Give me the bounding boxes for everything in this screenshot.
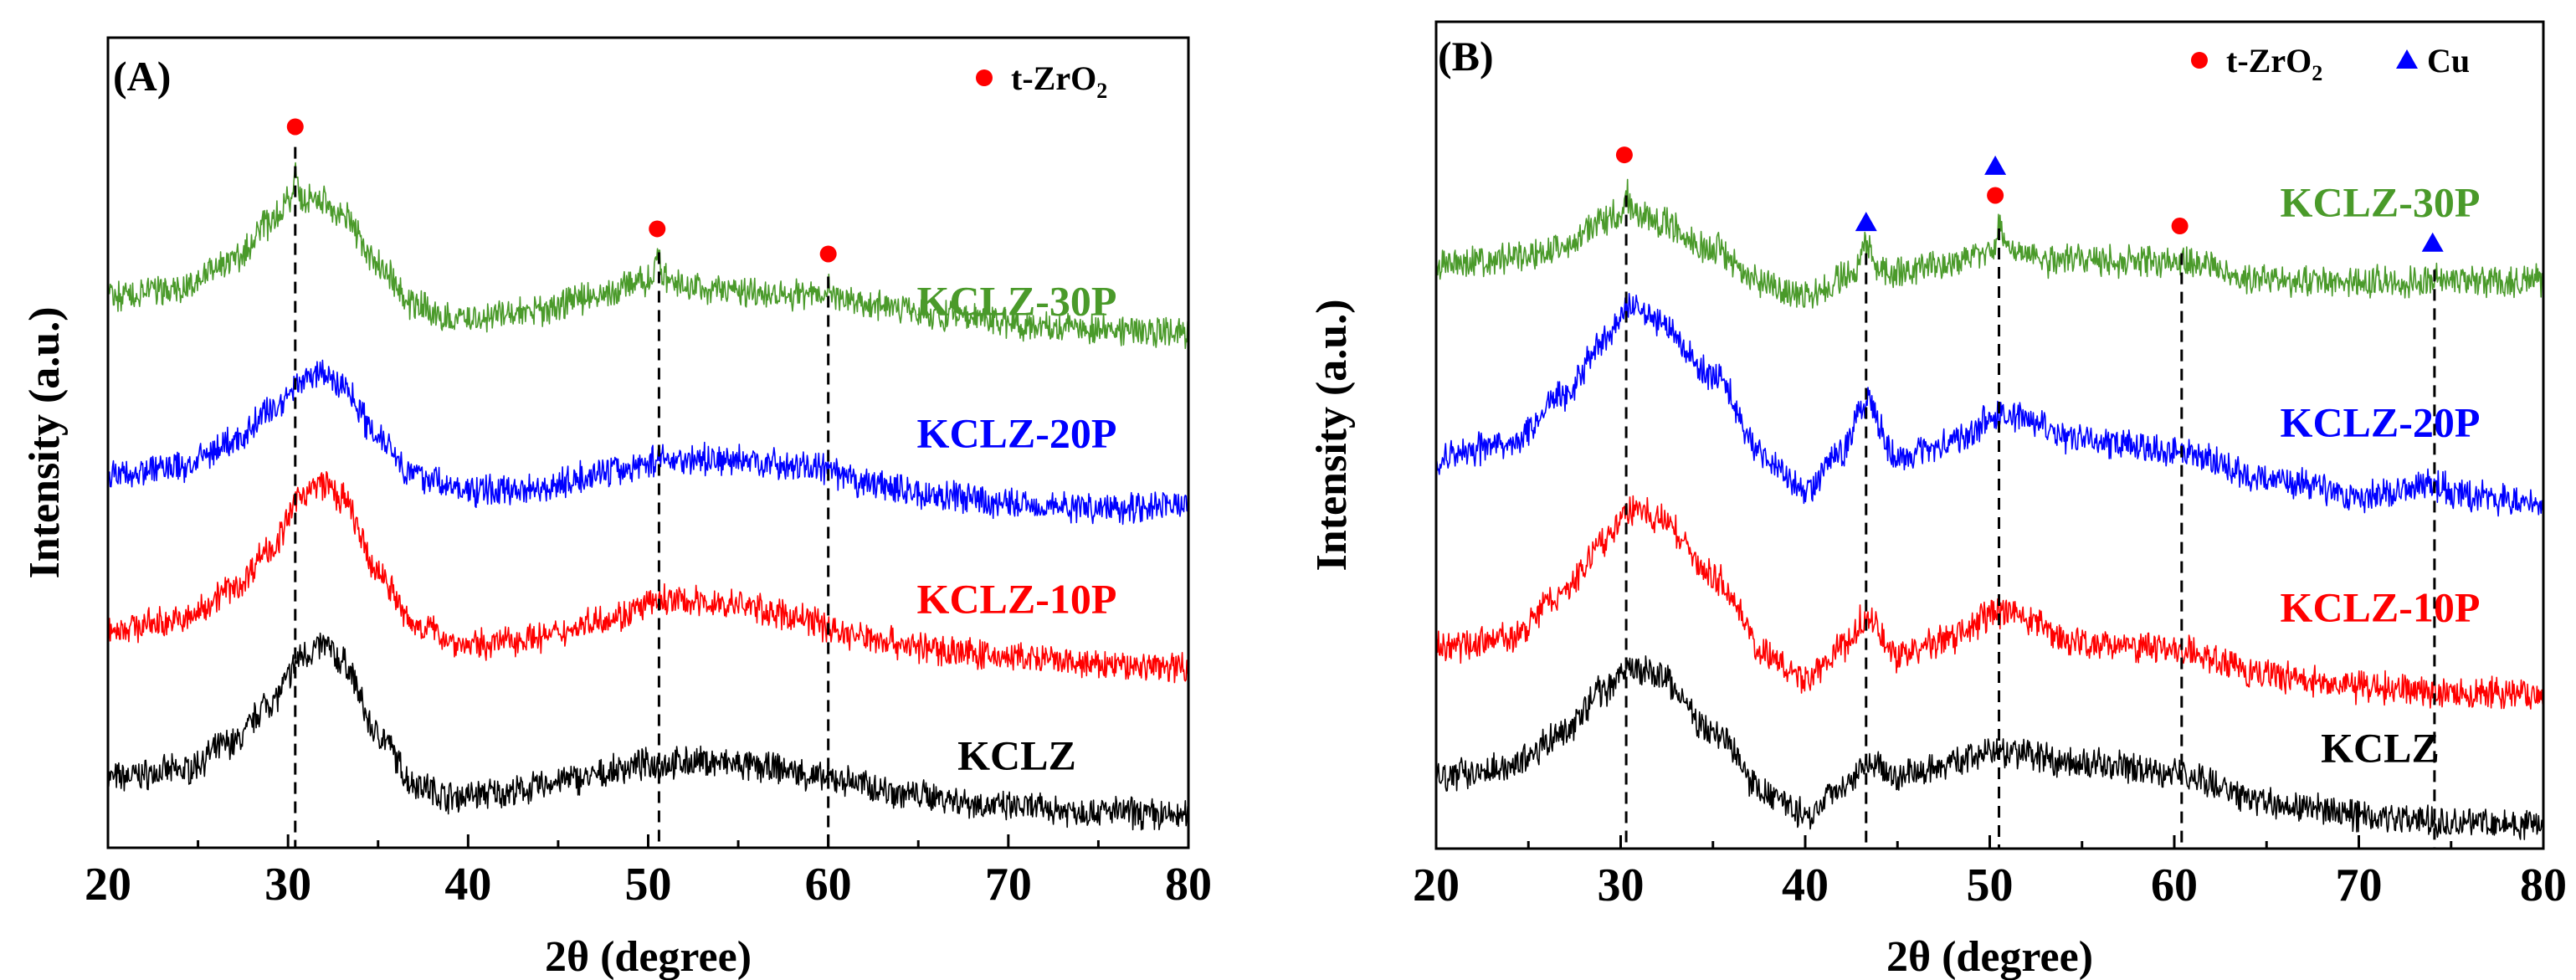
- series-label: KCLZ: [2321, 724, 2440, 771]
- y-axis-title: Intensity (a.u.): [1308, 299, 1356, 571]
- series-line-kclz: [107, 632, 1189, 831]
- panel-label: (B): [1438, 33, 1494, 80]
- series-line-kclz-10p: [107, 470, 1189, 684]
- x-axis-title: 2θ (degree): [545, 933, 752, 980]
- y-axis-title: Intensity (a.u.): [21, 306, 69, 578]
- series-line-kclz-10p: [1435, 495, 2544, 710]
- chart-panel-a: KCLZ KCLZ-10P KCLZ-20P KCLZ-30P 20 30 40 50 60 70…: [21, 36, 1212, 980]
- x-tick-label: 20: [1413, 859, 1460, 911]
- series-label: KCLZ: [957, 731, 1076, 778]
- series-label: KCLZ-20P: [917, 409, 1117, 456]
- cu-triangle-marker-icon: [2421, 232, 2444, 252]
- x-tick-label: 50: [1967, 859, 2014, 911]
- x-tick-label: 80: [1165, 859, 1212, 911]
- x-tick-label: 30: [1598, 859, 1645, 911]
- legend-label-subscript: 2: [2312, 61, 2322, 85]
- legend-label-subscript: 2: [1096, 79, 1107, 103]
- legend-label-text: t-ZrO: [1011, 59, 1096, 97]
- tzro2-circle-marker-icon: [819, 245, 837, 263]
- tzro2-circle-marker-icon: [2171, 218, 2189, 235]
- panel-label: (A): [113, 53, 171, 100]
- series-line-kclz-20p: [107, 359, 1189, 526]
- series-line-kclz-30p: [107, 162, 1189, 350]
- tzro2-circle-marker-icon: [649, 220, 666, 238]
- series-label: KCLZ-10P: [917, 575, 1117, 622]
- x-tick-label: 80: [2520, 859, 2567, 911]
- legend-label-text: t-ZrO: [2226, 42, 2312, 80]
- cu-triangle-marker-icon: [1984, 155, 2007, 175]
- series-label: KCLZ-30P: [2281, 178, 2481, 225]
- x-tick-label: 20: [85, 859, 131, 911]
- series-line-kclz-20p: [1435, 293, 2544, 517]
- legend-label: Cu: [2427, 42, 2470, 80]
- series-label: KCLZ-30P: [917, 277, 1117, 324]
- legend-circle-icon: [976, 69, 993, 86]
- legend-label: t-ZrO2: [1011, 59, 1107, 103]
- series-line-kclz-30p: [1435, 178, 2544, 309]
- x-tick-label: 70: [985, 859, 1032, 911]
- chart-panel-b: KCLZ KCLZ-10P KCLZ-20P KCLZ-30P 20 30 40 50 60 70…: [1308, 20, 2567, 980]
- x-tick-label: 60: [2151, 859, 2198, 911]
- x-tick-label: 70: [2336, 859, 2383, 911]
- cu-triangle-marker-icon: [1855, 212, 1877, 232]
- x-tick-label: 50: [625, 859, 672, 911]
- tzro2-circle-marker-icon: [1615, 146, 1633, 164]
- legend-label-text: Cu: [2427, 42, 2470, 80]
- tzro2-circle-marker-icon: [1987, 187, 2004, 204]
- tzro2-circle-marker-icon: [286, 118, 304, 136]
- x-tick-label: 60: [805, 859, 852, 911]
- series-label: KCLZ-20P: [2281, 398, 2481, 445]
- legend-circle-icon: [2191, 52, 2208, 69]
- x-tick-label: 40: [1782, 859, 1829, 911]
- x-tick-label: 30: [264, 859, 311, 911]
- x-tick-label: 40: [444, 859, 491, 911]
- series-line-kclz: [1435, 655, 2544, 840]
- legend-label: t-ZrO2: [2226, 42, 2322, 85]
- series-label: KCLZ-10P: [2281, 583, 2481, 630]
- legend-triangle-icon: [2396, 49, 2418, 69]
- x-axis-title: 2θ (degree): [1886, 933, 2093, 980]
